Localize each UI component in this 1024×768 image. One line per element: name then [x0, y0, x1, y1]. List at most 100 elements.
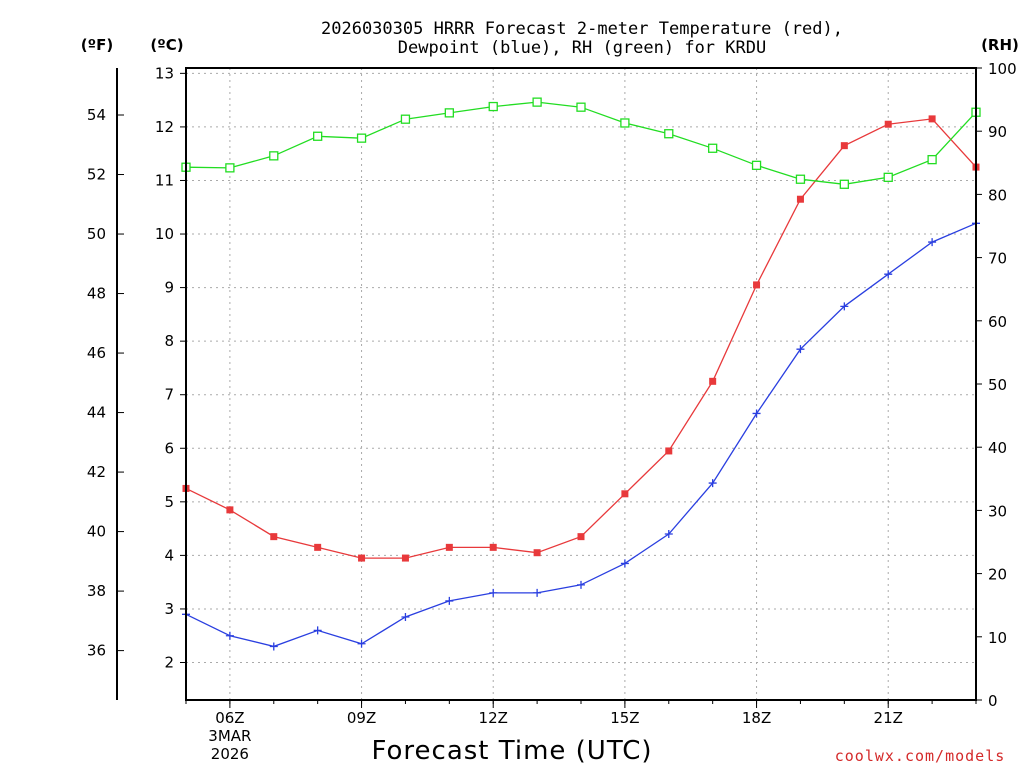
temperature-point — [226, 506, 234, 514]
celsius-tick-label: 5 — [164, 493, 174, 511]
rh-line — [185, 101, 977, 185]
temperature-point — [621, 490, 629, 498]
temperature-point — [753, 281, 761, 289]
dewpoint-point — [928, 238, 937, 247]
fahrenheit-tick-label: 46 — [87, 344, 106, 362]
rh-point — [576, 102, 586, 112]
rh-point — [313, 131, 323, 141]
celsius-tick-label: 3 — [164, 600, 174, 618]
fahrenheit-tick-label: 36 — [87, 642, 106, 660]
fahrenheit-tick-label: 48 — [87, 285, 106, 303]
dewpoint-point — [840, 302, 849, 311]
rh-point — [708, 143, 718, 153]
celsius-unit-label: (ºC) — [150, 36, 183, 54]
rh-tick-label: 10 — [988, 629, 1007, 647]
temperature-line — [185, 118, 977, 559]
chart-title: 2026030305 HRRR Forecast 2-meter Tempera… — [321, 19, 843, 58]
plot-frame — [185, 67, 977, 701]
celsius-tick-label: 8 — [164, 332, 174, 350]
fahrenheit-tick-label: 40 — [87, 523, 106, 541]
celsius-axis: 2 3 4 5 6 7 8 9 10 11 12 13 — [155, 64, 186, 672]
rh-point — [795, 174, 806, 184]
fahrenheit-tick-label: 54 — [87, 106, 106, 124]
dewpoint-point — [664, 529, 673, 538]
time-year-label: 2026 — [211, 745, 249, 763]
celsius-tick-label: 2 — [164, 654, 174, 672]
rh-series — [181, 97, 981, 189]
dewpoint-point — [884, 270, 893, 279]
rh-tick-label: 20 — [988, 566, 1007, 584]
temperature-point — [445, 543, 453, 551]
rh-tick-label: 70 — [988, 250, 1007, 268]
celsius-tick-label: 6 — [164, 439, 174, 457]
rh-point — [488, 101, 498, 112]
rh-point — [444, 108, 454, 118]
fahrenheit-tick-label: 38 — [87, 582, 106, 600]
rh-point — [356, 133, 367, 143]
dewpoint-point — [225, 631, 234, 640]
celsius-tick-label: 10 — [155, 225, 174, 243]
temperature-point — [928, 115, 936, 123]
dewpoint-point — [708, 479, 717, 488]
rh-tick-label: 30 — [988, 502, 1007, 520]
title-line-1: 2026030305 HRRR Forecast 2-meter Tempera… — [321, 19, 843, 39]
dewpoint-point — [489, 588, 498, 597]
temperature-point — [665, 447, 673, 455]
celsius-tick-label: 9 — [164, 279, 174, 297]
attribution-text: coolwx.com/models — [835, 747, 1006, 765]
celsius-tick-label: 13 — [155, 64, 174, 82]
dewpoint-point — [577, 580, 585, 589]
rh-point — [269, 151, 279, 161]
rh-point — [751, 160, 762, 170]
rh-point — [927, 154, 937, 165]
temperature-point — [489, 543, 497, 551]
fahrenheit-tick-label: 52 — [87, 166, 106, 184]
temperature-point — [796, 195, 804, 203]
rh-tick-label: 40 — [988, 439, 1007, 457]
temperature-point — [401, 554, 409, 562]
time-tick-label: 06Z — [215, 709, 244, 727]
time-tick-label: 12Z — [479, 709, 508, 727]
fahrenheit-tick-label: 44 — [87, 404, 106, 422]
rh-point — [664, 129, 674, 139]
rh-tick-label: 100 — [988, 60, 1017, 78]
x-axis-title: Forecast Time (UTC) — [371, 736, 652, 766]
dewpoint-point — [796, 345, 805, 354]
rh-unit-label: (RH) — [981, 36, 1019, 54]
dewpoint-point — [357, 639, 366, 648]
time-tick-label: 21Z — [874, 709, 903, 727]
temperature-point — [840, 142, 848, 150]
temperature-point — [709, 377, 717, 385]
fahrenheit-unit-label: (ºF) — [81, 36, 113, 54]
temperature-point — [533, 549, 541, 557]
dewpoint-point — [445, 596, 454, 605]
time-tick-label: 09Z — [347, 709, 376, 727]
rh-point — [532, 97, 542, 107]
rh-point — [620, 118, 630, 128]
temperature-point — [884, 120, 892, 128]
time-tick-label: 18Z — [742, 709, 771, 727]
rh-point — [883, 172, 893, 182]
rh-axis: 0 10 20 30 40 50 60 70 80 90 100 — [976, 60, 1017, 710]
fahrenheit-tick-label: 42 — [87, 463, 106, 481]
temperature-point — [358, 554, 366, 562]
rh-tick-label: 90 — [988, 123, 1007, 141]
rh-point — [400, 114, 411, 124]
celsius-tick-label: 4 — [164, 546, 174, 564]
celsius-tick-label: 11 — [155, 171, 174, 189]
dewpoint-point — [620, 559, 629, 568]
dewpoint-point — [401, 612, 410, 621]
dewpoint-series — [182, 219, 980, 651]
temperature-point — [270, 533, 278, 541]
series-layer — [181, 97, 981, 651]
dewpoint-point — [313, 626, 322, 635]
rh-point — [225, 163, 235, 173]
rh-point — [839, 179, 849, 189]
dewpoint-point — [269, 642, 278, 651]
celsius-tick-label: 12 — [155, 118, 174, 136]
dewpoint-point — [752, 409, 761, 418]
fahrenheit-tick-label: 50 — [87, 225, 106, 243]
time-tick-label: 15Z — [610, 709, 639, 727]
